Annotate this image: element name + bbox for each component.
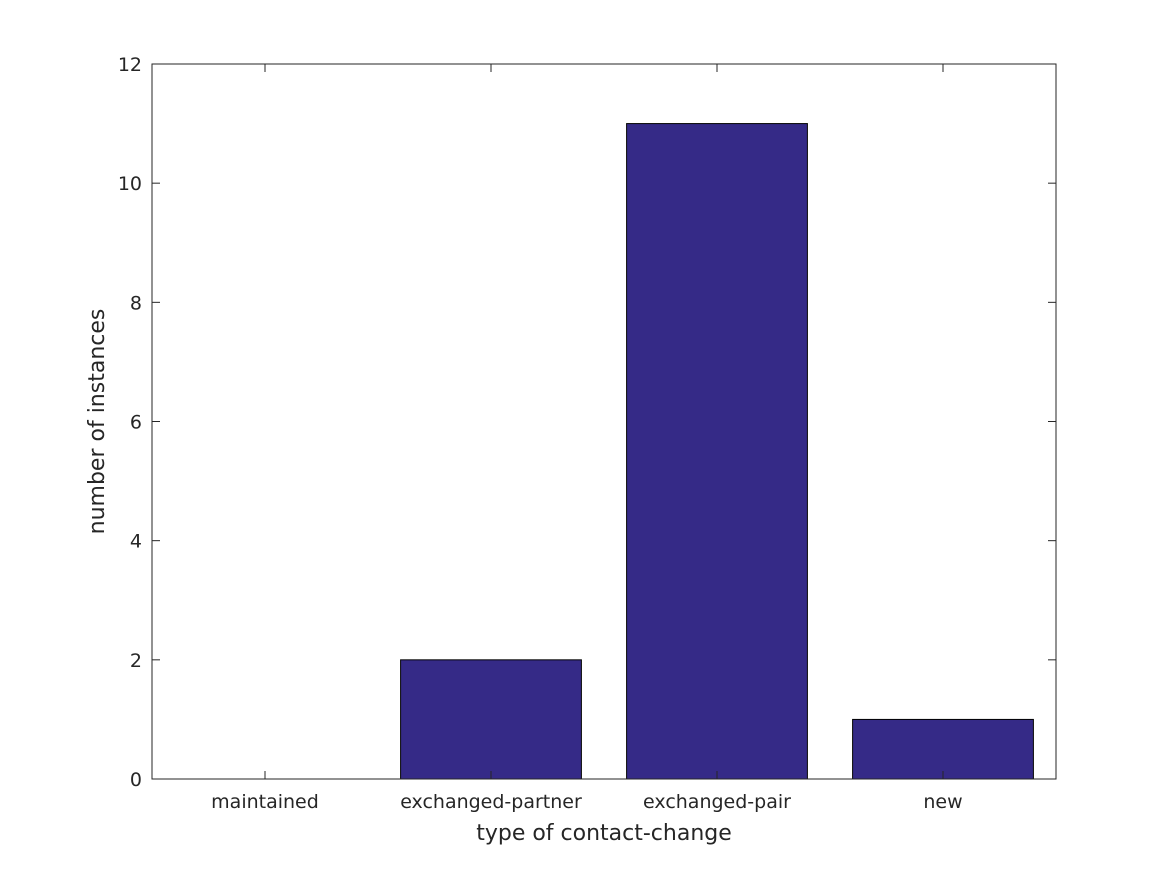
axes-box — [151, 63, 1057, 780]
bar-exchanged-pair — [626, 123, 808, 780]
bar-new — [852, 718, 1034, 780]
x-tick-label: exchanged-partner — [400, 791, 582, 813]
bars-group — [400, 123, 1034, 780]
y-tick-label: 2 — [130, 650, 142, 672]
x-tick-label: maintained — [211, 791, 319, 813]
x-tick-labels: maintained exchanged-partner exchanged-pai… — [211, 791, 962, 813]
y-tick-label: 6 — [130, 412, 142, 434]
x-tick-label: new — [923, 791, 962, 813]
bar-exchanged-partner — [400, 659, 582, 780]
x-axis-label: type of contact-change — [476, 821, 732, 846]
y-tick-label: 12 — [118, 54, 142, 76]
x-tick-label: exchanged-pair — [643, 791, 791, 813]
y-tick-label: 0 — [130, 769, 142, 791]
y-tick-labels: 0 2 4 6 8 10 12 — [118, 54, 142, 791]
y-tick-label: 10 — [118, 173, 142, 195]
y-tick-label: 4 — [130, 531, 142, 553]
y-axis-label: number of instances — [85, 309, 110, 535]
y-tick-label: 8 — [130, 292, 142, 314]
